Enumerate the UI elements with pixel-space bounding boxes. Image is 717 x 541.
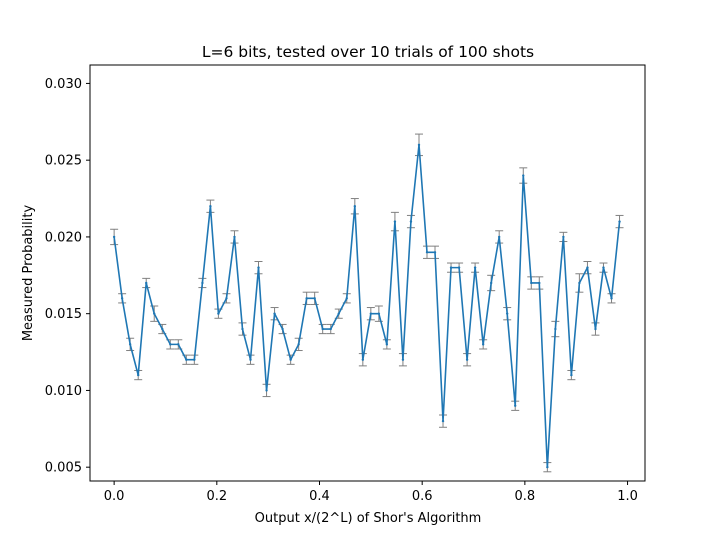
y-axis-label: Measured Probability bbox=[21, 205, 36, 342]
data-point bbox=[481, 343, 485, 346]
x-axis-label: Output x/(2^L) of Shor's Algorithm bbox=[255, 511, 482, 526]
data-point bbox=[289, 358, 292, 361]
data-point bbox=[209, 205, 212, 208]
data-point bbox=[433, 251, 437, 254]
y-tick-label: 0.020 bbox=[45, 230, 82, 245]
data-point bbox=[570, 373, 573, 377]
data-point bbox=[145, 281, 148, 285]
data-point bbox=[177, 343, 180, 346]
x-tick-label: 0.8 bbox=[515, 489, 536, 504]
data-point bbox=[345, 297, 348, 300]
data-point bbox=[321, 327, 324, 331]
data-point bbox=[562, 235, 565, 239]
data-point bbox=[610, 297, 613, 300]
data-point bbox=[602, 266, 605, 269]
data-point bbox=[249, 358, 252, 361]
data-point bbox=[233, 235, 236, 239]
data-point bbox=[137, 373, 140, 377]
y-tick-label: 0.010 bbox=[45, 384, 82, 399]
data-point bbox=[353, 205, 357, 208]
data-point bbox=[161, 327, 164, 331]
x-tick-label: 0.6 bbox=[412, 489, 433, 504]
data-point bbox=[369, 312, 373, 315]
data-point bbox=[329, 327, 332, 331]
data-point bbox=[417, 143, 421, 147]
data-point bbox=[514, 404, 517, 407]
data-point bbox=[273, 312, 276, 315]
data-point bbox=[505, 312, 509, 315]
data-point bbox=[201, 281, 204, 285]
data-point bbox=[361, 358, 365, 361]
data-series bbox=[112, 143, 621, 469]
x-tick-label: 0.4 bbox=[309, 489, 330, 504]
data-point bbox=[489, 281, 493, 285]
data-point bbox=[337, 312, 340, 315]
data-point bbox=[465, 358, 469, 361]
data-point bbox=[441, 419, 445, 423]
data-point bbox=[586, 266, 589, 269]
data-point bbox=[401, 358, 405, 361]
data-point bbox=[185, 358, 188, 361]
x-axis: 0.0 0.2 0.4 0.6 0.8 1.0 bbox=[104, 481, 638, 504]
data-point bbox=[225, 297, 228, 300]
data-point bbox=[409, 220, 413, 223]
data-point bbox=[297, 343, 300, 346]
data-point bbox=[425, 251, 429, 254]
y-tick-label: 0.005 bbox=[45, 461, 82, 476]
data-point bbox=[530, 281, 533, 285]
y-tick-label: 0.030 bbox=[45, 77, 82, 92]
data-point bbox=[578, 281, 581, 285]
data-point bbox=[449, 266, 453, 269]
data-point bbox=[257, 266, 260, 269]
data-point bbox=[281, 327, 284, 331]
data-point bbox=[112, 235, 116, 239]
data-point bbox=[217, 312, 220, 315]
series-line bbox=[113, 144, 621, 468]
y-axis: 0.005 0.010 0.015 0.020 0.025 0.030 bbox=[45, 77, 90, 476]
data-point bbox=[305, 297, 308, 300]
data-point bbox=[594, 327, 597, 331]
y-tick-label: 0.025 bbox=[45, 154, 82, 169]
y-tick-label: 0.015 bbox=[45, 307, 82, 322]
data-point bbox=[313, 297, 316, 300]
data-point bbox=[497, 235, 501, 239]
data-point bbox=[153, 312, 156, 315]
data-point bbox=[473, 266, 477, 269]
data-point bbox=[377, 312, 381, 315]
x-tick-label: 0.0 bbox=[104, 489, 125, 504]
error-bars bbox=[110, 133, 624, 473]
data-point bbox=[554, 327, 557, 331]
plot-area bbox=[89, 64, 646, 482]
data-point bbox=[128, 343, 132, 346]
data-point bbox=[241, 327, 244, 331]
data-point bbox=[393, 220, 397, 223]
data-point bbox=[546, 465, 549, 469]
chart-title: L=6 bits, tested over 10 trials of 100 s… bbox=[202, 43, 534, 61]
data-point bbox=[265, 389, 268, 392]
data-point bbox=[193, 358, 196, 361]
x-tick-label: 0.2 bbox=[206, 489, 227, 504]
data-point bbox=[385, 343, 389, 346]
data-point bbox=[120, 297, 124, 300]
x-tick-label: 1.0 bbox=[617, 489, 638, 504]
data-point bbox=[169, 343, 172, 346]
data-point bbox=[538, 281, 541, 285]
data-point bbox=[457, 266, 461, 269]
data-point bbox=[522, 174, 525, 177]
data-point bbox=[618, 220, 621, 223]
